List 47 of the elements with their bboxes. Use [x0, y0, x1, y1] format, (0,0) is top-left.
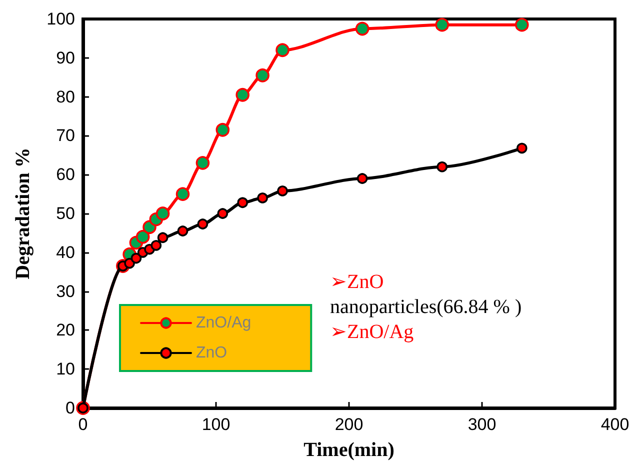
point: [216, 122, 230, 137]
point: [150, 240, 162, 251]
point: [516, 142, 528, 154]
y-tick-label: 70: [56, 126, 75, 146]
y-tick-label: 50: [56, 204, 75, 223]
y-axis-title: Degradation %: [12, 148, 34, 280]
point: [256, 68, 270, 82]
y-tick-label: 10: [56, 360, 75, 379]
point: [177, 226, 188, 236]
y-tick-label: 0: [66, 398, 75, 418]
point: [217, 208, 228, 219]
y-tick-label: 30: [56, 282, 75, 301]
x-axis-title: Time(min): [304, 439, 394, 461]
y-tick-label: 40: [56, 242, 75, 262]
point: [436, 161, 448, 172]
point: [515, 18, 529, 32]
y-tick-label: 60: [56, 165, 75, 184]
point: [124, 258, 135, 269]
legend-label: ZnO/Ag: [196, 314, 252, 332]
point: [156, 206, 170, 220]
point: [176, 187, 190, 201]
x-tick-label: 0: [78, 415, 88, 434]
point: [157, 232, 168, 244]
y-tick-label: 80: [56, 87, 75, 106]
x-tick-label: 300: [468, 415, 496, 434]
point: [236, 88, 250, 102]
y-tick-label: 90: [56, 48, 75, 68]
x-tick-label: 100: [202, 415, 230, 434]
point: [435, 18, 449, 32]
point: [197, 218, 208, 230]
point: [355, 22, 370, 36]
y-tick-label: 20: [56, 320, 75, 340]
point: [237, 197, 248, 208]
annotation: ➢ZnO/Ag: [330, 321, 414, 343]
point: [276, 43, 290, 58]
legend-label: ZnO: [196, 344, 228, 362]
annotation: nanoparticles(66.84 % ): [330, 296, 522, 318]
x-tick-label: 200: [334, 415, 364, 434]
x-tick-label: 400: [600, 415, 630, 434]
point: [277, 186, 288, 196]
point: [136, 230, 150, 244]
point: [196, 156, 210, 170]
point: [130, 252, 142, 264]
point: [356, 173, 368, 184]
y-tick-label: 100: [46, 10, 75, 28]
point: [257, 192, 268, 204]
annotation: ➢ZnO: [330, 271, 384, 293]
